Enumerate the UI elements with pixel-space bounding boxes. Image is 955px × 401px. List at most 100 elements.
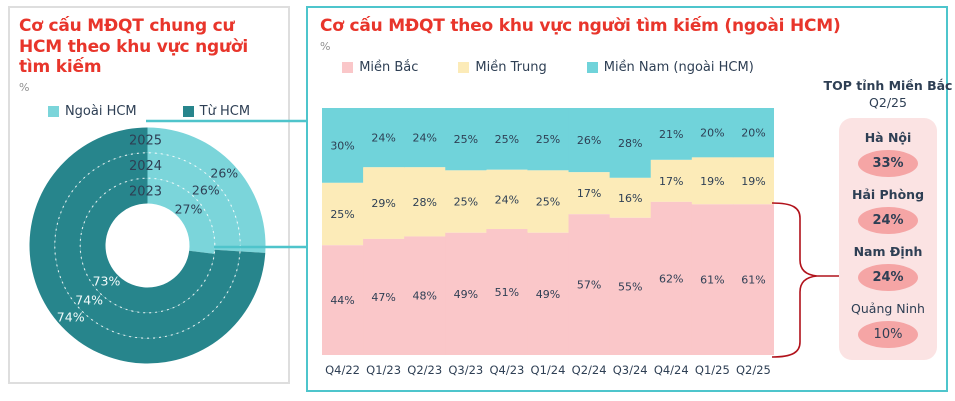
segment-mien-nam-q2-25[interactable] — [732, 108, 774, 158]
segment-mien-trung-q2-24[interactable] — [568, 172, 611, 215]
legend-label: Miền Trung — [475, 60, 547, 75]
donut-value-label-ngoai: 27% — [175, 201, 203, 216]
segment-value-label: 61% — [741, 274, 765, 287]
segment-value-label: 26% — [577, 134, 601, 147]
segment-value-label: 28% — [618, 137, 642, 150]
segment-mien-trung-q3-24[interactable] — [609, 177, 652, 218]
segment-mien-bac-q2-25[interactable] — [732, 204, 774, 355]
segment-mien-trung-q1-25[interactable] — [691, 157, 734, 205]
legend-swatch-mien-trung — [458, 62, 470, 73]
segment-mien-bac-q4-23[interactable] — [486, 229, 528, 355]
segment-value-label: 29% — [371, 197, 395, 210]
segment-mien-nam-q1-23[interactable] — [363, 108, 405, 168]
donut-year-label: 2023 — [129, 184, 162, 199]
segment-mien-bac-q3-23[interactable] — [445, 232, 487, 355]
x-axis-label-q4-22: Q4/22 — [325, 363, 360, 377]
segment-value-label: 24% — [413, 132, 437, 145]
segment-value-label: 19% — [700, 175, 724, 188]
x-axis-label-q1-24: Q1/24 — [530, 363, 566, 377]
donut-value-label-tu: 73% — [93, 274, 121, 289]
province-item-nam-dinh: Nam Định 24% — [839, 244, 937, 291]
donut-value-label-ngoai: 26% — [210, 165, 238, 180]
province-item-ha-noi: Hà Nội 33% — [839, 130, 937, 177]
legend-item-tu-hcm[interactable]: Từ HCM — [182, 104, 251, 120]
segment-value-label: 17% — [659, 175, 683, 188]
segment-value-label: 21% — [659, 128, 683, 141]
segment-value-label: 51% — [495, 286, 519, 299]
legend-item-mien-bac[interactable]: Miền Bắc — [342, 60, 418, 75]
legend-item-mien-nam-ngoai-hcm[interactable]: Miền Nam (ngoài HCM) — [586, 60, 754, 75]
province-item-quang-ninh: Quảng Ninh 10% — [839, 301, 937, 348]
top-panel-title: TOP tỉnh Miền Bắc — [823, 78, 953, 93]
legend-swatch-ngoai-hcm — [47, 106, 59, 118]
left-unit-label: % — [19, 81, 30, 95]
segment-mien-trung-q4-24[interactable] — [650, 159, 693, 202]
segment-mien-nam-q2-24[interactable] — [568, 108, 611, 173]
segment-mien-trung-q1-24[interactable] — [527, 170, 570, 233]
segment-mien-trung-q2-25[interactable] — [732, 157, 774, 205]
province-value-badge: 24% — [858, 207, 918, 234]
donut-2025-slice-ngoai-hcm[interactable] — [147, 127, 266, 253]
segment-mien-bac-q1-23[interactable] — [363, 238, 405, 355]
segment-mien-bac-q1-24[interactable] — [527, 232, 570, 355]
segment-mien-bac-q4-24[interactable] — [650, 201, 693, 355]
x-axis-label-q2-25: Q2/25 — [736, 363, 771, 377]
donut-value-label-tu: 74% — [75, 292, 103, 307]
province-value-badge: 10% — [858, 321, 918, 348]
top-provinces-card: Hà Nội 33% Hải Phòng 24% Nam Định 24% Quảng Ni… — [839, 118, 937, 360]
x-axis-label-q4-24: Q4/24 — [653, 363, 689, 377]
legend-item-mien-trung[interactable]: Miền Trung — [458, 60, 547, 75]
donut-chart: 2025 26% 74% 2024 26% 74% 2023 27% 73% — [29, 127, 266, 364]
legend-swatch-mien-nam-ngoai-hcm — [586, 62, 598, 73]
province-name: Nam Định — [853, 244, 923, 259]
segment-mien-nam-q1-25[interactable] — [691, 108, 734, 158]
segment-mien-bac-q2-24[interactable] — [568, 214, 611, 355]
legend-label: Ngoài HCM — [64, 104, 137, 120]
segment-mien-nam-q4-22[interactable] — [322, 108, 364, 183]
segment-mien-trung-q4-23[interactable] — [486, 169, 528, 230]
donut-2023-slice-ngoai-hcm[interactable] — [147, 178, 215, 254]
segment-mien-bac-q3-24[interactable] — [609, 217, 652, 355]
donut-2024-slice-ngoai-hcm[interactable] — [147, 152, 241, 252]
segment-value-label: 24% — [371, 132, 395, 145]
donut-ring-separator — [54, 152, 241, 339]
segment-mien-nam-q3-23[interactable] — [445, 108, 487, 171]
segment-mien-trung-q4-22[interactable] — [322, 182, 364, 246]
province-value-badge: 24% — [858, 264, 918, 291]
segment-value-label: 25% — [454, 196, 478, 209]
legend-swatch-mien-bac — [342, 62, 354, 73]
segment-mien-bac-q1-25[interactable] — [691, 204, 734, 355]
donut-ring-separator — [79, 177, 216, 314]
segment-mien-bac-q2-23[interactable] — [404, 236, 446, 355]
segment-mien-nam-q4-24[interactable] — [650, 108, 693, 160]
left-chart-title: Cơ cấu MĐQT chung cư HCM theo khu vực ng… — [19, 16, 248, 78]
segment-value-label: 47% — [371, 291, 395, 304]
right-legend: Miền Bắc Miền Trung Miền Nam (ngoài HCM) — [322, 60, 774, 75]
segment-mien-trung-q2-23[interactable] — [404, 167, 446, 237]
province-name: Quảng Ninh — [851, 301, 925, 316]
segment-value-label: 55% — [618, 280, 642, 293]
legend-item-ngoai-hcm[interactable]: Ngoài HCM — [47, 104, 137, 120]
left-chart-panel: Cơ cấu MĐQT chung cư HCM theo khu vực ng… — [8, 6, 290, 384]
segment-value-label: 25% — [536, 133, 560, 146]
donut-value-label-ngoai: 26% — [192, 183, 220, 198]
donut-year-label: 2024 — [129, 159, 162, 174]
segment-mien-bac-q4-22[interactable] — [322, 245, 364, 355]
segment-value-label: 24% — [495, 193, 519, 206]
segment-mien-nam-q3-24[interactable] — [609, 108, 652, 178]
donut-2023-slice-tu-hcm[interactable] — [80, 178, 215, 313]
x-axis-label-q3-23: Q3/23 — [448, 363, 484, 377]
segment-value-label: 28% — [413, 196, 437, 209]
segment-mien-nam-q4-23[interactable] — [486, 108, 528, 170]
legend-label: Từ HCM — [199, 104, 251, 120]
segment-mien-nam-q2-23[interactable] — [404, 108, 446, 168]
segment-mien-nam-q1-24[interactable] — [527, 108, 570, 171]
segment-mien-trung-q3-23[interactable] — [445, 170, 487, 233]
segment-mien-trung-q1-23[interactable] — [363, 167, 405, 239]
segment-value-label: 48% — [413, 290, 437, 303]
segment-value-label: 19% — [741, 175, 765, 188]
segment-value-label: 17% — [577, 187, 601, 200]
segment-value-label: 49% — [536, 288, 560, 301]
province-value-badge: 33% — [858, 150, 918, 177]
